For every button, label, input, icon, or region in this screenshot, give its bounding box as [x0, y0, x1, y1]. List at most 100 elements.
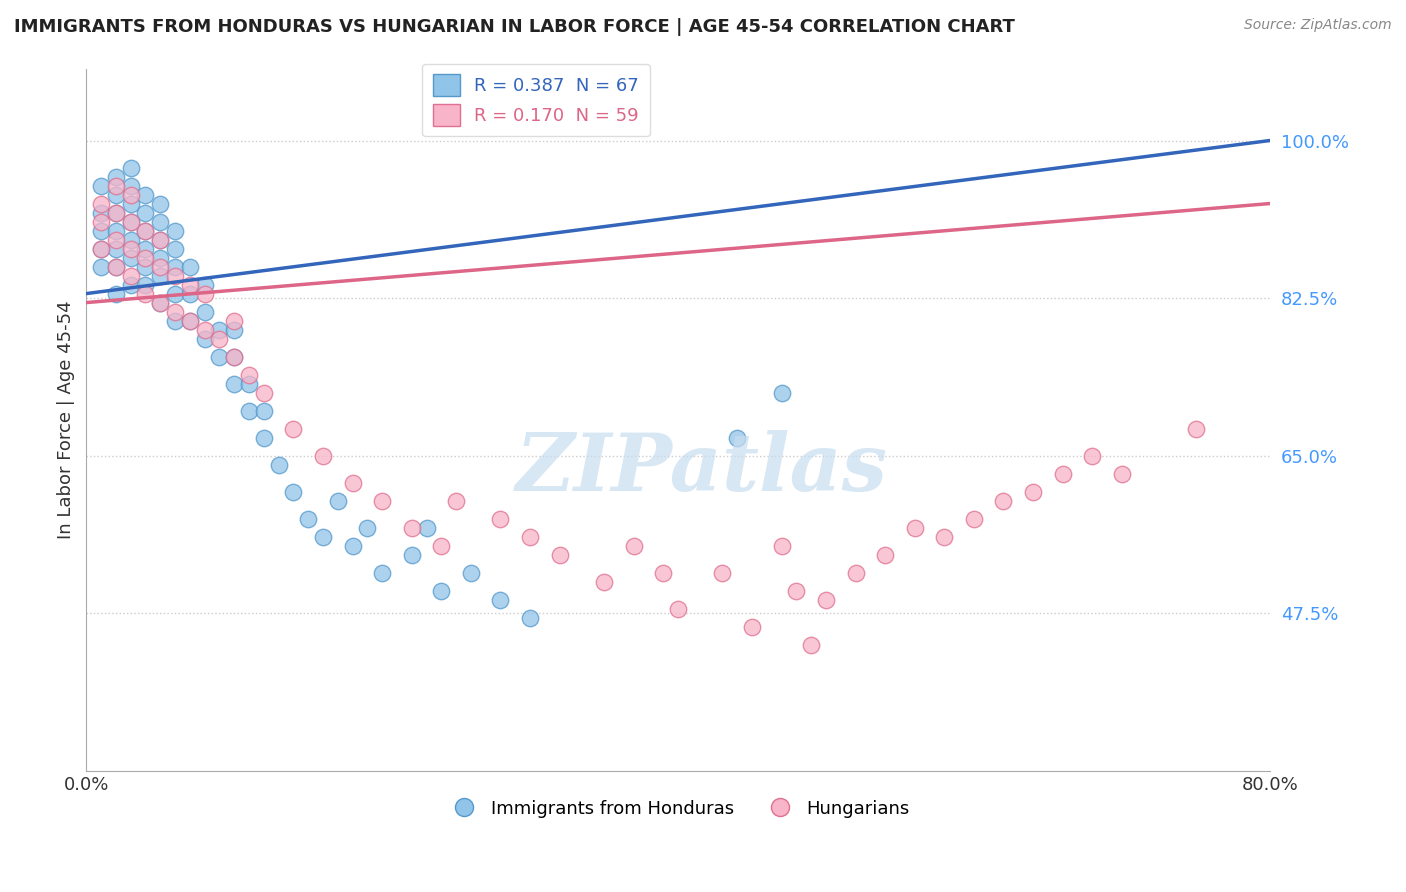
- Point: [179, 313, 201, 327]
- Point: [149, 196, 172, 211]
- Point: [415, 521, 437, 535]
- Point: [371, 566, 394, 580]
- Point: [253, 431, 276, 445]
- Point: [224, 350, 246, 364]
- Point: [312, 449, 335, 463]
- Point: [120, 277, 142, 292]
- Point: [489, 511, 512, 525]
- Legend: Immigrants from Honduras, Hungarians: Immigrants from Honduras, Hungarians: [439, 792, 917, 825]
- Point: [444, 493, 467, 508]
- Point: [165, 286, 187, 301]
- Point: [120, 242, 142, 256]
- Point: [179, 313, 201, 327]
- Point: [134, 242, 156, 256]
- Text: ZIPatlas: ZIPatlas: [516, 430, 887, 508]
- Point: [356, 521, 378, 535]
- Point: [90, 223, 112, 237]
- Point: [104, 187, 127, 202]
- Point: [179, 277, 201, 292]
- Point: [120, 233, 142, 247]
- Point: [179, 260, 201, 274]
- Point: [548, 548, 571, 562]
- Point: [430, 539, 453, 553]
- Point: [593, 574, 616, 589]
- Point: [297, 511, 319, 525]
- Point: [120, 214, 142, 228]
- Point: [253, 385, 276, 400]
- Point: [104, 223, 127, 237]
- Point: [134, 260, 156, 274]
- Point: [725, 431, 748, 445]
- Point: [104, 286, 127, 301]
- Point: [120, 214, 142, 228]
- Point: [460, 566, 482, 580]
- Point: [90, 178, 112, 193]
- Point: [875, 548, 897, 562]
- Point: [120, 161, 142, 175]
- Point: [326, 493, 349, 508]
- Point: [1111, 467, 1133, 481]
- Point: [283, 422, 305, 436]
- Point: [770, 385, 793, 400]
- Point: [149, 214, 172, 228]
- Point: [253, 403, 276, 417]
- Point: [165, 260, 187, 274]
- Point: [149, 233, 172, 247]
- Point: [208, 332, 231, 346]
- Point: [238, 403, 260, 417]
- Point: [194, 286, 217, 301]
- Point: [224, 376, 246, 391]
- Point: [519, 610, 541, 624]
- Point: [224, 350, 246, 364]
- Point: [489, 592, 512, 607]
- Point: [134, 187, 156, 202]
- Point: [149, 251, 172, 265]
- Point: [149, 295, 172, 310]
- Point: [623, 539, 645, 553]
- Point: [267, 458, 290, 472]
- Point: [342, 539, 364, 553]
- Text: Source: ZipAtlas.com: Source: ZipAtlas.com: [1244, 18, 1392, 32]
- Point: [90, 260, 112, 274]
- Point: [134, 251, 156, 265]
- Point: [194, 322, 217, 336]
- Point: [90, 242, 112, 256]
- Point: [90, 214, 112, 228]
- Text: IMMIGRANTS FROM HONDURAS VS HUNGARIAN IN LABOR FORCE | AGE 45-54 CORRELATION CHA: IMMIGRANTS FROM HONDURAS VS HUNGARIAN IN…: [14, 18, 1015, 36]
- Point: [224, 322, 246, 336]
- Point: [90, 242, 112, 256]
- Point: [666, 601, 689, 615]
- Point: [120, 178, 142, 193]
- Point: [1052, 467, 1074, 481]
- Point: [208, 350, 231, 364]
- Point: [134, 277, 156, 292]
- Point: [1081, 449, 1104, 463]
- Point: [165, 223, 187, 237]
- Point: [770, 539, 793, 553]
- Point: [814, 592, 837, 607]
- Point: [430, 583, 453, 598]
- Point: [194, 332, 217, 346]
- Point: [312, 530, 335, 544]
- Point: [934, 530, 956, 544]
- Point: [238, 368, 260, 382]
- Point: [104, 260, 127, 274]
- Point: [120, 251, 142, 265]
- Point: [90, 196, 112, 211]
- Point: [1022, 484, 1045, 499]
- Point: [104, 205, 127, 219]
- Point: [134, 223, 156, 237]
- Point: [90, 205, 112, 219]
- Point: [165, 268, 187, 283]
- Point: [371, 493, 394, 508]
- Point: [652, 566, 675, 580]
- Point: [120, 268, 142, 283]
- Point: [401, 521, 423, 535]
- Point: [134, 286, 156, 301]
- Point: [120, 196, 142, 211]
- Point: [401, 548, 423, 562]
- Point: [993, 493, 1015, 508]
- Point: [208, 322, 231, 336]
- Point: [711, 566, 734, 580]
- Point: [1184, 422, 1206, 436]
